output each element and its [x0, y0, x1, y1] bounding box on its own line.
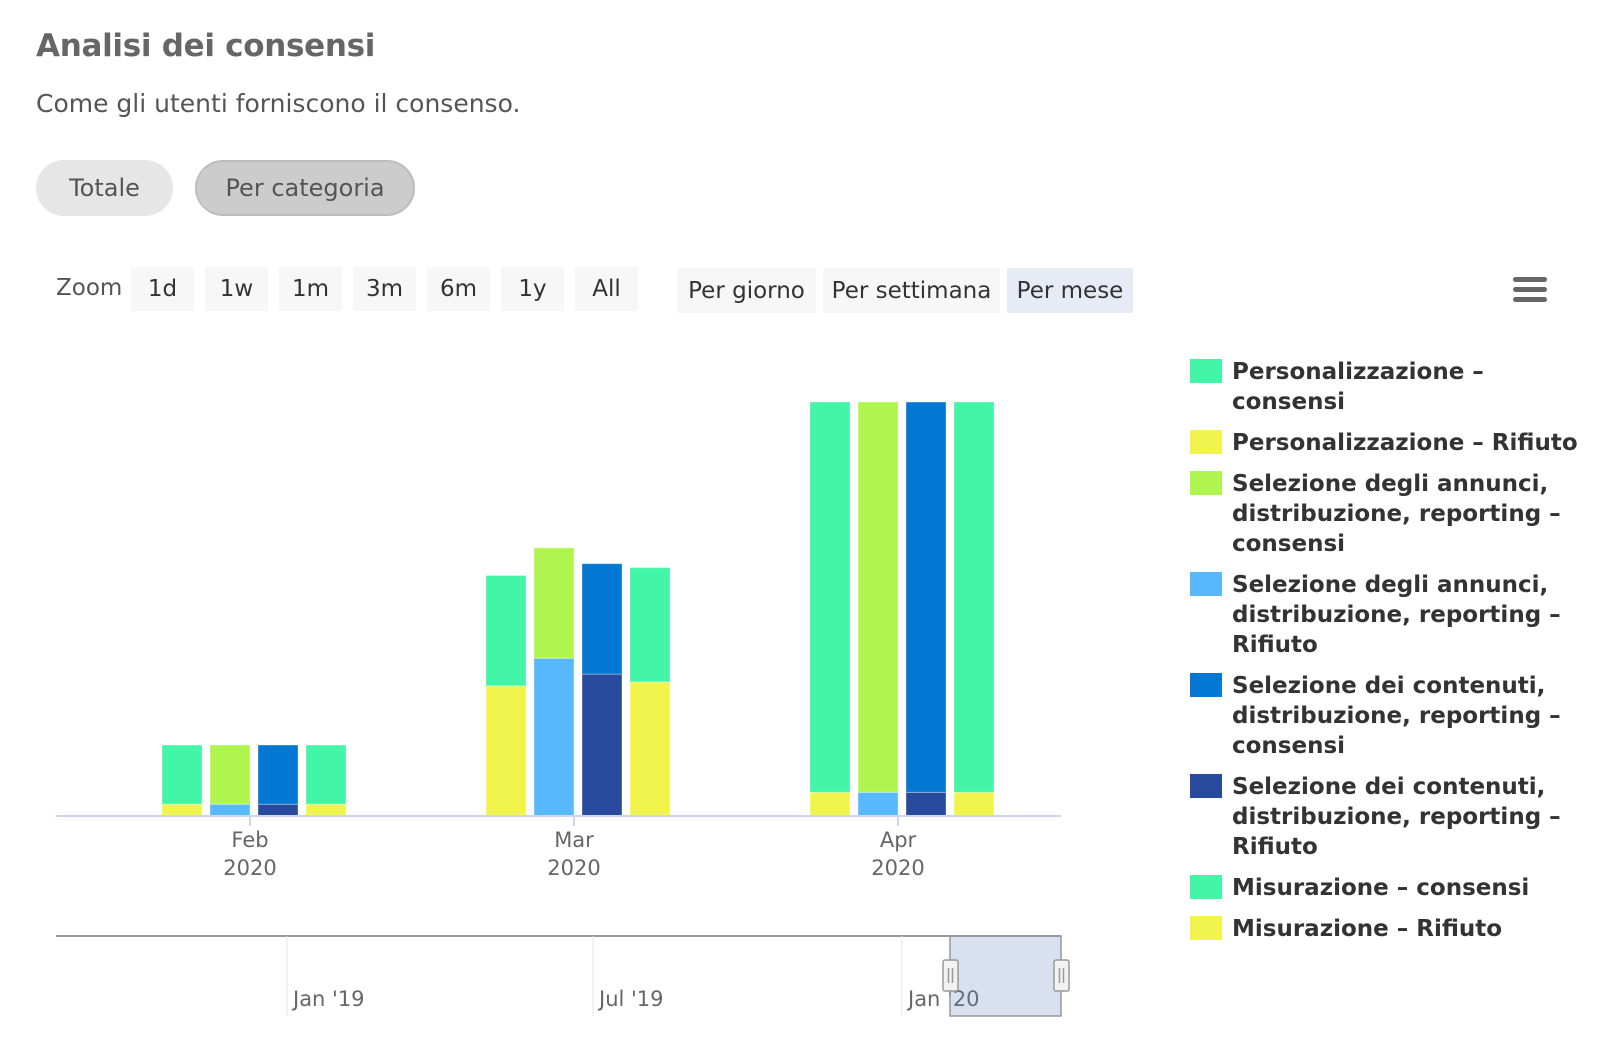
bar[interactable]	[953, 401, 995, 793]
zoom-1y-button[interactable]: 1y	[501, 267, 564, 311]
legend-swatch	[1190, 359, 1222, 383]
bar[interactable]	[485, 574, 527, 687]
per-giorno-button[interactable]: Per giorno	[677, 268, 816, 313]
legend-label: Misurazione – Rifiuto	[1232, 916, 1503, 942]
navigator-right-handle[interactable]	[1053, 959, 1070, 992]
zoom-6m-button[interactable]: 6m	[427, 267, 490, 311]
legend-swatch	[1190, 471, 1222, 495]
legend-swatch	[1190, 916, 1222, 940]
bar[interactable]	[581, 673, 623, 817]
bar[interactable]	[305, 744, 347, 805]
totale-button[interactable]: Totale	[36, 160, 173, 216]
bar[interactable]	[209, 803, 251, 817]
legend-item[interactable]: Selezione dei contenuti, distribuzione, …	[1190, 671, 1590, 761]
legend-label: Personalizzazione – Rifiuto	[1232, 430, 1578, 456]
legend-item[interactable]: Personalizzazione – Rifiuto	[1190, 428, 1590, 458]
bar[interactable]	[905, 791, 947, 817]
legend-label: Selezione degli annunci, distribuzione, …	[1232, 471, 1561, 557]
navigator-tick-label: Jul '19	[597, 987, 664, 1011]
bar[interactable]	[905, 401, 947, 793]
per-settimana-button[interactable]: Per settimana	[823, 268, 1000, 313]
legend-label: Selezione degli annunci, distribuzione, …	[1232, 572, 1561, 658]
zoom-1m-button[interactable]: 1m	[279, 267, 342, 311]
bar[interactable]	[161, 744, 203, 805]
legend-swatch	[1190, 774, 1222, 798]
navigator-tick-label: Jan '20	[906, 987, 980, 1011]
legend-item[interactable]: Personalizzazione – consensi	[1190, 357, 1590, 417]
bars-group	[161, 401, 995, 817]
navigator-selected-range[interactable]	[949, 935, 1062, 1017]
zoom-label: Zoom	[56, 275, 123, 301]
bar[interactable]	[809, 401, 851, 793]
bar[interactable]	[629, 567, 671, 683]
zoom-1w-button[interactable]: 1w	[205, 267, 268, 311]
legend-label: Misurazione – consensi	[1232, 875, 1530, 901]
legend-swatch	[1190, 673, 1222, 697]
x-tick-label-month: Mar	[554, 828, 594, 852]
x-tick-label-year: 2020	[223, 856, 276, 880]
per-mese-button[interactable]: Per mese	[1007, 268, 1133, 313]
zoom-1d-button[interactable]: 1d	[131, 267, 194, 311]
legend-item[interactable]: Misurazione – Rifiuto	[1190, 914, 1590, 944]
hamburger-menu-icon[interactable]	[1513, 277, 1547, 303]
navigator[interactable]: Jan '19 Jul '19 Jan '20	[56, 935, 1070, 1017]
legend-item[interactable]: Selezione dei contenuti, distribuzione, …	[1190, 772, 1590, 862]
legend-label: Selezione dei contenuti, distribuzione, …	[1232, 774, 1561, 860]
bar[interactable]	[953, 791, 995, 817]
zoom-all-button[interactable]: All	[575, 267, 638, 311]
legend-swatch	[1190, 572, 1222, 596]
legend-swatch	[1190, 875, 1222, 899]
page-subtitle: Come gli utenti forniscono il consenso.	[36, 89, 521, 118]
x-tick-label-month: Feb	[231, 828, 268, 852]
bar[interactable]	[257, 744, 299, 805]
x-tick-label-year: 2020	[871, 856, 924, 880]
legend-swatch	[1190, 430, 1222, 454]
bar[interactable]	[533, 547, 575, 659]
legend-item[interactable]: Selezione degli annunci, distribuzione, …	[1190, 469, 1590, 559]
bar[interactable]	[533, 657, 575, 817]
page-title: Analisi dei consensi	[36, 28, 376, 64]
legend-label: Personalizzazione – consensi	[1232, 359, 1484, 415]
legend-item[interactable]: Selezione degli annunci, distribuzione, …	[1190, 570, 1590, 660]
bar[interactable]	[257, 803, 299, 817]
bar[interactable]	[809, 791, 851, 817]
zoom-3m-button[interactable]: 3m	[353, 267, 416, 311]
bar[interactable]	[209, 744, 251, 805]
navigator-tick-label: Jan '19	[291, 987, 365, 1011]
bar[interactable]	[485, 685, 527, 817]
bar[interactable]	[305, 803, 347, 817]
navigator-left-handle[interactable]	[942, 959, 959, 992]
bar[interactable]	[581, 563, 623, 675]
bar[interactable]	[857, 791, 899, 817]
legend-label: Selezione dei contenuti, distribuzione, …	[1232, 673, 1561, 759]
legend-item[interactable]: Misurazione – consensi	[1190, 873, 1590, 903]
chart-legend: Personalizzazione – consensi Personalizza…	[1190, 357, 1590, 955]
per-categoria-button[interactable]: Per categoria	[195, 160, 415, 216]
x-tick-label-year: 2020	[547, 856, 600, 880]
bar[interactable]	[161, 803, 203, 817]
x-tick-label-month: Apr	[880, 828, 917, 852]
bar[interactable]	[629, 681, 671, 817]
bar[interactable]	[857, 401, 899, 793]
x-axis-ticks: Feb 2020 Mar 2020 Apr 2020	[223, 816, 925, 880]
